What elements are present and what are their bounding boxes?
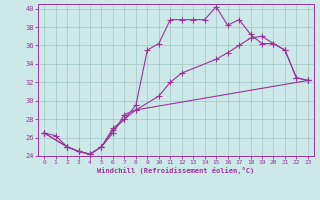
- X-axis label: Windchill (Refroidissement éolien,°C): Windchill (Refroidissement éolien,°C): [97, 167, 255, 174]
